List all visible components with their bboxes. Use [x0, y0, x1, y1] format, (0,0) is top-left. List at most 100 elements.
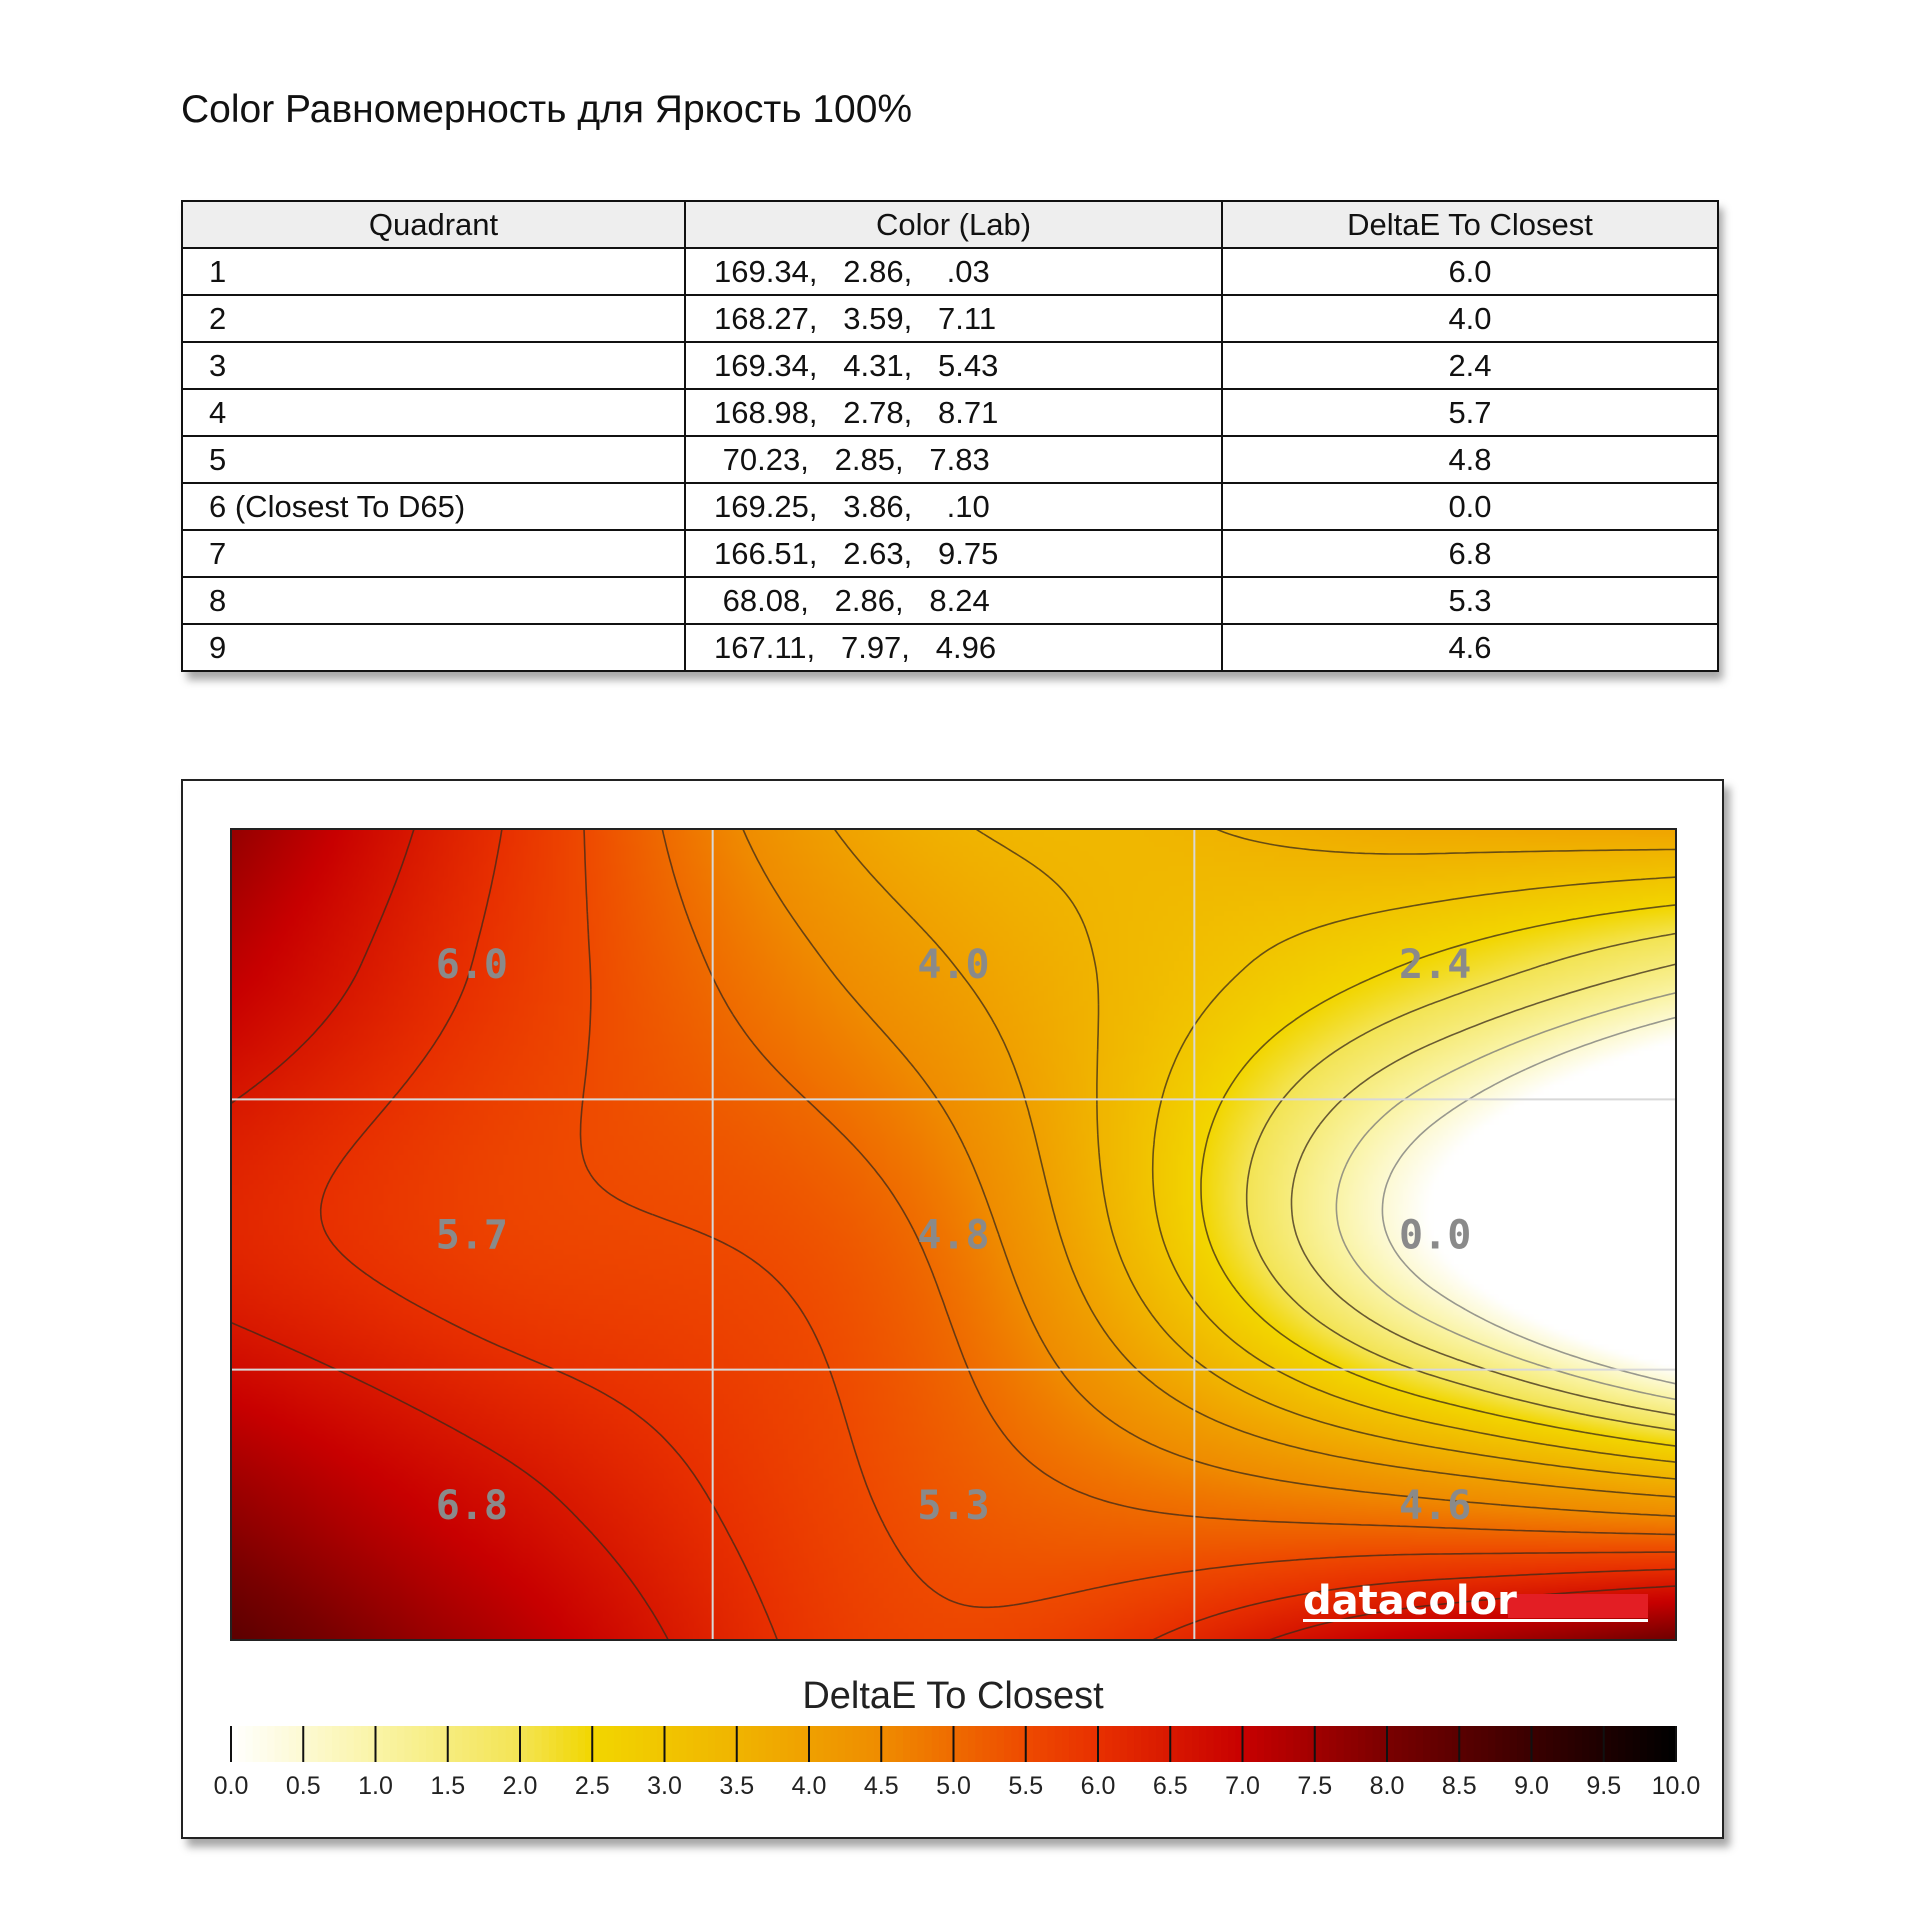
legend-color-step — [888, 1726, 897, 1762]
legend-color-step — [1582, 1726, 1590, 1762]
delta-e-cell: 4.6 — [1221, 623, 1719, 672]
legend-color-step — [1242, 1726, 1251, 1762]
cell-value-label: 4.0 — [917, 942, 989, 988]
legend-tick-label: 4.0 — [792, 1772, 827, 1800]
legend-color-step — [678, 1726, 687, 1762]
legend-color-step — [389, 1726, 398, 1762]
legend-color-step — [1466, 1726, 1475, 1762]
legend-color-step — [816, 1726, 825, 1762]
legend-color-step — [1119, 1726, 1128, 1762]
legend-title: DeltaE To Closest — [802, 1675, 1104, 1717]
legend-color-step — [967, 1726, 976, 1762]
cell-value-label: 2.4 — [1399, 942, 1471, 988]
legend-color-step — [743, 1726, 752, 1762]
header-quadrant: Quadrant — [181, 200, 686, 249]
contour-line — [1290, 963, 1676, 1416]
legend-color-step — [404, 1726, 413, 1762]
legend-color-step — [989, 1726, 998, 1762]
legend-color-step — [1394, 1726, 1403, 1762]
legend-color-step — [866, 1726, 875, 1762]
legend-tick-label: 5.0 — [936, 1772, 971, 1800]
legend-tick-label: 9.0 — [1514, 1772, 1549, 1800]
uniformity-heatmap: 6.0 4.0 2.4 5.7 4.8 0.0 6.8 5.3 4.6 datacolor De… — [214, 828, 1700, 1800]
legend-color-step — [1647, 1726, 1655, 1762]
header-delta-e: DeltaE To Closest — [1221, 200, 1719, 249]
table-row: 2 168.27, 3.59, 7.11 4.0 — [181, 294, 1719, 343]
contour-line — [1200, 904, 1676, 1447]
heatmap-chart-frame: 6.0 4.0 2.4 5.7 4.8 0.0 6.8 5.3 4.6 datacolor De… — [181, 779, 1724, 1839]
legend-color-step — [960, 1726, 969, 1762]
legend-color-step — [1083, 1726, 1092, 1762]
legend-color-step — [751, 1726, 760, 1762]
legend-color-step — [874, 1726, 882, 1762]
legend-color-step — [801, 1726, 810, 1762]
legend-color-step — [722, 1726, 731, 1762]
legend-color-step — [823, 1726, 832, 1762]
legend-color-step — [758, 1726, 767, 1762]
legend-color-step — [1148, 1726, 1157, 1762]
legend-color-step — [454, 1726, 463, 1762]
legend-color-step — [1401, 1726, 1410, 1762]
legend-color-step — [440, 1726, 449, 1762]
quadrant-cell: 2 — [181, 294, 686, 343]
legend-color-step — [1495, 1726, 1504, 1762]
legend-color-step — [736, 1726, 745, 1762]
legend-tick-label: 6.0 — [1081, 1772, 1116, 1800]
legend-color-step — [397, 1726, 405, 1762]
legend-color-step — [296, 1726, 304, 1762]
legend-color-step — [346, 1726, 355, 1762]
quadrant-cell: 4 — [181, 388, 686, 437]
legend-tick-label: 2.0 — [503, 1772, 538, 1800]
legend-color-step — [606, 1726, 615, 1762]
table-header-row: Quadrant Color (Lab) DeltaE To Closest — [181, 200, 1719, 249]
legend-color-step — [1343, 1726, 1352, 1762]
logo-underline — [1303, 1619, 1648, 1622]
legend-color-step — [267, 1726, 275, 1762]
legend-color-step — [953, 1726, 962, 1762]
legend-color-step — [1668, 1726, 1677, 1762]
legend-color-step — [375, 1726, 384, 1762]
table-row: 6 (Closest To D65) 169.25, 3.86, .10 0.0 — [181, 482, 1719, 531]
legend-color-step — [541, 1726, 550, 1762]
contour-line — [1335, 992, 1676, 1401]
legend-color-step — [1293, 1726, 1301, 1762]
legend-color-step — [635, 1726, 644, 1762]
quadrant-cell: 7 — [181, 529, 686, 578]
legend-color-step — [1184, 1726, 1193, 1762]
quadrant-cell: 9 — [181, 623, 686, 672]
legend-color-step — [1206, 1726, 1215, 1762]
cell-value-label: 6.8 — [436, 1483, 508, 1529]
legend-color-step — [1069, 1726, 1077, 1762]
legend-color-step — [1625, 1726, 1634, 1762]
legend-color-step — [520, 1726, 528, 1762]
contour-line — [1245, 932, 1676, 1432]
delta-e-cell: 6.0 — [1221, 247, 1719, 296]
cell-value-label: 5.3 — [917, 1483, 989, 1529]
delta-e-cell: 5.7 — [1221, 388, 1719, 437]
legend-color-step — [1126, 1726, 1135, 1762]
quadrant-grid-lines — [231, 829, 1676, 1640]
legend-color-step — [238, 1726, 247, 1762]
legend-color-step — [259, 1726, 268, 1762]
legend-color-step — [252, 1726, 261, 1762]
legend-color-step — [556, 1726, 564, 1762]
legend-color-step — [621, 1726, 629, 1762]
legend-color-step — [931, 1726, 940, 1762]
delta-e-cell: 6.8 — [1221, 529, 1719, 578]
legend-tick-label: 8.5 — [1442, 1772, 1477, 1800]
legend-tick-label: 3.0 — [647, 1772, 682, 1800]
datacolor-logo: datacolor — [1303, 1578, 1648, 1624]
legend-color-step — [1408, 1726, 1417, 1762]
legend-color-step — [1372, 1726, 1381, 1762]
legend-color-step — [1560, 1726, 1569, 1762]
legend-tick-label: 3.5 — [719, 1772, 754, 1800]
delta-e-cell: 2.4 — [1221, 341, 1719, 390]
legend-color-step — [1011, 1726, 1020, 1762]
legend-color-step — [787, 1726, 796, 1762]
legend-color-step — [1610, 1726, 1619, 1762]
legend-color-step — [1076, 1726, 1085, 1762]
legend-color-step — [469, 1726, 478, 1762]
legend-color-step — [613, 1726, 622, 1762]
legend-color-step — [1199, 1726, 1207, 1762]
legend-color-step — [1488, 1726, 1496, 1762]
